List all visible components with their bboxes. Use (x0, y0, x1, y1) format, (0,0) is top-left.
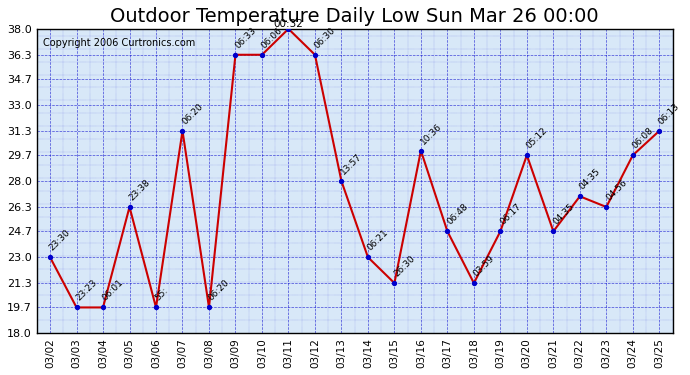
Point (45, 254, 56, 260)
Title: Outdoor Temperature Daily Low Sun Mar 26 00:00: Outdoor Temperature Daily Low Sun Mar 26… (110, 7, 599, 26)
Text: 06:13: 06:13 (657, 102, 682, 126)
Text: 04:56: 04:56 (604, 178, 629, 203)
Point (469, 280, 480, 286)
Point (601, 204, 612, 210)
Point (548, 228, 559, 234)
Point (362, 254, 373, 260)
Text: 04:35: 04:35 (578, 167, 602, 192)
Point (204, 304, 215, 310)
Text: 55:: 55: (154, 286, 170, 303)
Text: 26:30: 26:30 (392, 254, 417, 279)
Text: 06:30: 06:30 (313, 26, 337, 50)
Text: 10:36: 10:36 (419, 122, 443, 146)
Text: 06:21: 06:21 (366, 228, 390, 253)
Text: 06:33: 06:33 (233, 26, 258, 50)
Text: 06:20: 06:20 (180, 102, 205, 126)
Text: Copyright 2006 Curtronics.com: Copyright 2006 Curtronics.com (43, 38, 195, 48)
Point (442, 228, 453, 234)
Point (257, 52, 268, 58)
Point (97, 304, 108, 310)
Text: 06:08: 06:08 (631, 126, 655, 151)
Text: 06:17: 06:17 (498, 202, 522, 227)
Point (389, 280, 400, 286)
Point (654, 128, 665, 134)
Point (283, 26, 294, 32)
Point (415, 148, 426, 154)
Text: 06:01: 06:01 (101, 278, 126, 303)
Point (150, 304, 161, 310)
Text: 23:23: 23:23 (74, 278, 99, 303)
Text: 06:48: 06:48 (445, 202, 470, 227)
Text: 06:06: 06:06 (259, 26, 284, 50)
Point (230, 52, 241, 58)
Text: 23:38: 23:38 (127, 178, 152, 203)
Point (309, 52, 320, 58)
Text: 00:32: 00:32 (273, 19, 304, 29)
Text: 05:12: 05:12 (524, 126, 549, 151)
Text: 04:35: 04:35 (551, 202, 575, 227)
Text: 06:20: 06:20 (206, 278, 231, 303)
Point (495, 228, 506, 234)
Point (522, 152, 533, 158)
Text: 23:30: 23:30 (48, 228, 72, 253)
Point (627, 152, 638, 158)
Point (336, 178, 347, 184)
Point (71, 304, 82, 310)
Point (177, 128, 188, 134)
Text: 03:59: 03:59 (471, 254, 496, 279)
Text: 13:57: 13:57 (339, 152, 364, 177)
Point (574, 194, 585, 200)
Point (124, 204, 135, 210)
